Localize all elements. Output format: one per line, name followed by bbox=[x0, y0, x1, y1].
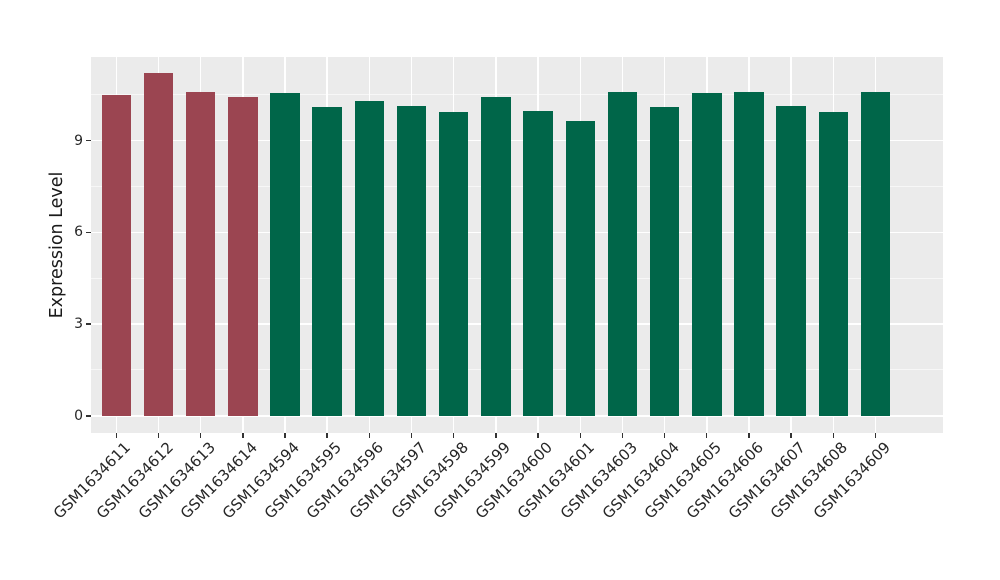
x-tick bbox=[874, 433, 877, 438]
y-tick bbox=[85, 231, 91, 233]
y-tick bbox=[85, 139, 91, 142]
y-axis-title: Expression Level bbox=[47, 171, 67, 319]
bar-GSM1634605 bbox=[692, 92, 722, 416]
bar-GSM1634594 bbox=[270, 92, 300, 416]
bar-GSM1634597 bbox=[396, 105, 427, 416]
bar-GSM1634595 bbox=[312, 106, 342, 416]
x-tick bbox=[621, 433, 624, 438]
x-tick bbox=[284, 433, 286, 438]
h-gridline-minor bbox=[91, 94, 943, 96]
bar-GSM1634614 bbox=[228, 97, 258, 416]
x-tick bbox=[537, 433, 539, 438]
y-tick-label: 9 bbox=[74, 132, 83, 149]
x-tick bbox=[748, 433, 750, 438]
bar-GSM1634598 bbox=[438, 112, 469, 416]
x-tick bbox=[663, 433, 666, 438]
x-tick bbox=[115, 433, 117, 438]
x-tick bbox=[790, 433, 792, 438]
bar-GSM1634600 bbox=[523, 110, 553, 416]
y-tick-label: 6 bbox=[74, 224, 83, 241]
h-gridline-major bbox=[91, 415, 943, 417]
y-tick-label: 3 bbox=[74, 316, 83, 333]
x-tick-label: GSM1634609 bbox=[809, 438, 894, 523]
bar-GSM1634601 bbox=[565, 120, 596, 416]
bar-GSM1634606 bbox=[734, 92, 764, 416]
x-tick bbox=[453, 433, 455, 438]
x-tick bbox=[199, 433, 202, 438]
plot-panel bbox=[91, 57, 943, 433]
x-tick bbox=[326, 433, 328, 438]
y-tick bbox=[85, 323, 91, 325]
x-tick bbox=[157, 433, 160, 438]
bar-GSM1634608 bbox=[818, 111, 849, 416]
bar-GSM1634599 bbox=[481, 97, 511, 416]
h-gridline-major bbox=[91, 323, 943, 325]
h-gridline-minor bbox=[91, 277, 943, 279]
h-gridline-minor bbox=[91, 185, 943, 187]
x-tick bbox=[579, 433, 581, 438]
x-tick bbox=[832, 433, 835, 438]
bar-GSM1634612 bbox=[143, 73, 174, 416]
bar-GSM1634613 bbox=[185, 92, 216, 416]
h-gridline-major bbox=[91, 139, 943, 142]
y-tick bbox=[85, 415, 91, 417]
y-tick-label: 0 bbox=[74, 407, 83, 424]
bar-GSM1634609 bbox=[860, 91, 891, 416]
h-gridline-major bbox=[91, 231, 943, 234]
x-tick bbox=[706, 433, 708, 438]
x-tick bbox=[495, 433, 497, 438]
h-gridline-minor bbox=[91, 369, 943, 371]
bar-GSM1634607 bbox=[776, 105, 806, 416]
bar-GSM1634604 bbox=[649, 107, 680, 416]
bar-GSM1634596 bbox=[354, 100, 385, 416]
x-tick bbox=[410, 433, 413, 438]
bar-GSM1634611 bbox=[101, 94, 132, 416]
x-tick bbox=[368, 433, 371, 438]
x-tick bbox=[242, 433, 244, 438]
bar-GSM1634603 bbox=[607, 91, 638, 416]
